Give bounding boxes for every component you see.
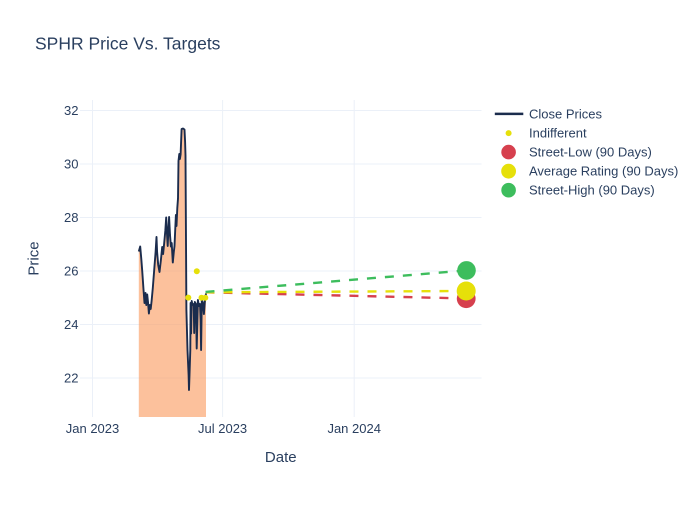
svg-text:Date: Date	[265, 449, 297, 466]
svg-text:Average Rating (90 Days): Average Rating (90 Days)	[529, 164, 678, 179]
svg-text:Jan 2023: Jan 2023	[66, 421, 120, 436]
svg-text:Jul 2023: Jul 2023	[198, 421, 247, 436]
svg-text:Jan 2024: Jan 2024	[327, 421, 381, 436]
svg-text:26: 26	[64, 264, 78, 279]
svg-text:SPHR Price Vs. Targets: SPHR Price Vs. Targets	[35, 34, 221, 54]
svg-text:28: 28	[64, 210, 78, 225]
svg-text:Street-High (90 Days): Street-High (90 Days)	[529, 183, 655, 198]
svg-text:24: 24	[64, 317, 78, 332]
svg-text:Price: Price	[26, 241, 43, 275]
svg-text:22: 22	[64, 371, 78, 386]
svg-text:30: 30	[64, 157, 78, 172]
svg-text:Indifferent: Indifferent	[529, 126, 587, 141]
svg-text:Close Prices: Close Prices	[529, 106, 602, 121]
svg-text:Street-Low (90 Days): Street-Low (90 Days)	[529, 145, 652, 160]
svg-text:32: 32	[64, 103, 78, 118]
